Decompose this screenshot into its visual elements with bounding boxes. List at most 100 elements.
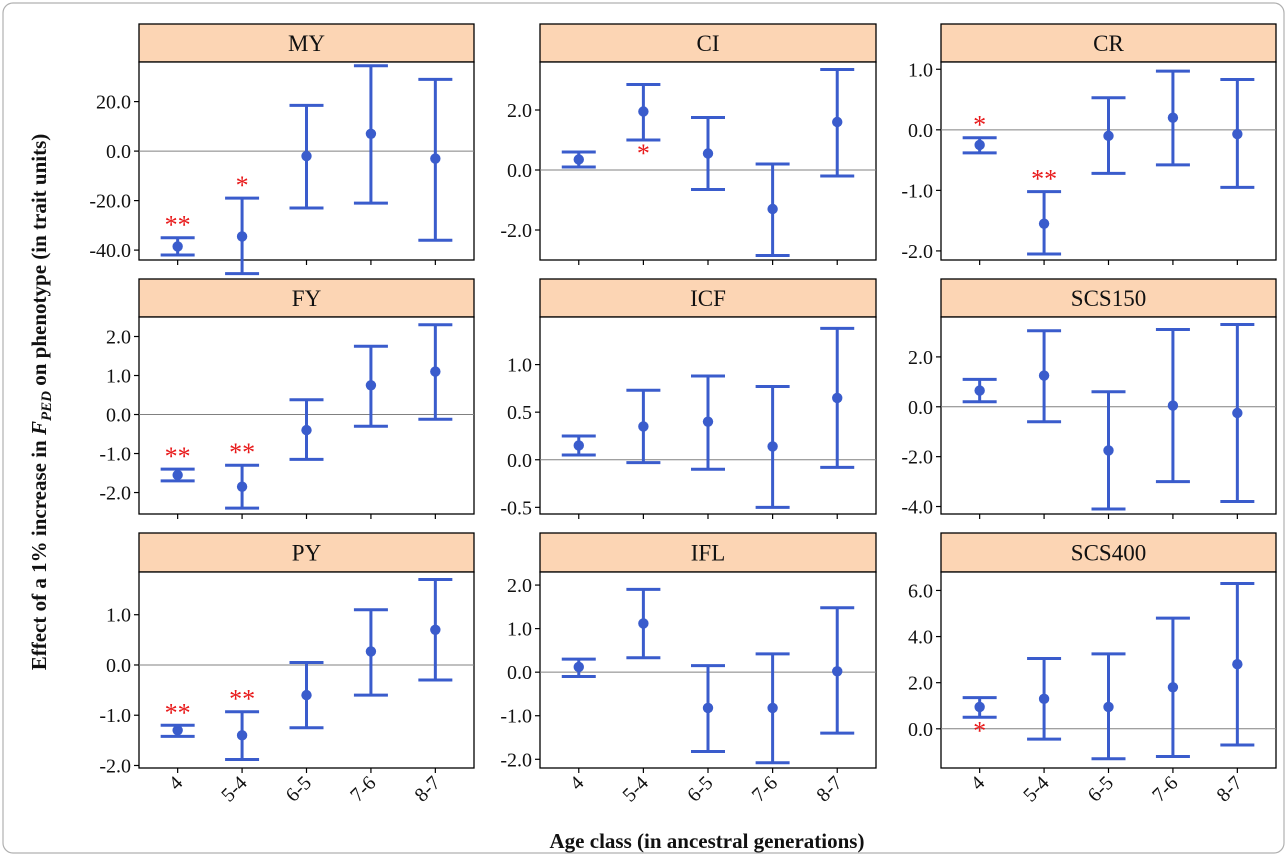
significance-marker: ** — [229, 438, 255, 467]
panel-grid: MY-40.0-20.00.020.0***CI-2.00.02.0*CR-2.… — [89, 23, 1277, 806]
point-estimate — [767, 441, 778, 452]
point-estimate — [1103, 445, 1114, 456]
y-tick-label: 4.0 — [908, 627, 933, 649]
panel-title: SCS150 — [1071, 286, 1146, 311]
y-tick-label: -2.0 — [99, 483, 131, 505]
panel-title: FY — [292, 286, 322, 311]
point-estimate — [832, 666, 843, 677]
point-estimate — [172, 725, 183, 736]
panel-strip — [138, 278, 475, 318]
significance-marker: ** — [165, 211, 191, 240]
y-tick-label: 2.0 — [908, 347, 933, 369]
panel-strip — [138, 532, 475, 573]
y-tick-label: 1.0 — [507, 355, 532, 377]
panel-py: PY-2.0-1.00.01.04 5-4 6-5 7-6 8-7** ** — [99, 532, 475, 806]
y-tick-label: -2.0 — [500, 220, 532, 242]
point-estimate — [974, 139, 985, 151]
point-estimate — [767, 702, 778, 714]
y-tick-label: 0.0 — [106, 405, 131, 427]
y-tick-label: -1.0 — [901, 180, 933, 202]
point-estimate — [1038, 693, 1050, 705]
panel-icf: ICF -0.5 0.0 0.5 1.0 — [500, 278, 877, 519]
y-tick-label: 0.0 — [106, 655, 131, 677]
point-estimate — [301, 424, 312, 436]
point-estimate — [236, 730, 248, 741]
y-tick-label: 2.0 — [507, 100, 532, 122]
y-tick-label: 2.0 — [106, 327, 131, 349]
point-estimate — [1232, 659, 1243, 670]
point-estimate — [1103, 701, 1114, 713]
point-estimate — [702, 148, 714, 159]
panel-title: IFL — [691, 541, 726, 566]
y-tick-label: -2.0 — [901, 447, 933, 469]
y-tick-label: 0.0 — [908, 719, 933, 741]
point-estimate — [638, 618, 649, 629]
point-estimate — [1167, 112, 1179, 123]
point-estimate — [702, 702, 714, 714]
y-tick-label: -20.0 — [89, 191, 131, 213]
significance-marker: ** — [165, 442, 191, 471]
significance-marker: ** — [165, 698, 191, 727]
y-tick-label: 0.0 — [507, 450, 532, 472]
point-estimate — [638, 421, 649, 432]
significance-marker: * — [973, 716, 986, 745]
y-tick-label: -0.5 — [500, 497, 532, 519]
y-tick-label: 1.0 — [106, 366, 131, 388]
y-tick-label: -1.0 — [99, 705, 131, 727]
y-tick-label: 0.0 — [507, 160, 532, 182]
point-estimate — [832, 392, 843, 404]
y-tick-label: 1.0 — [507, 619, 532, 641]
y-tick-label: -40.0 — [89, 240, 131, 262]
point-estimate — [974, 701, 985, 713]
panel-my: MY-40.0-20.00.020.0*** — [89, 23, 475, 276]
point-estimate — [1038, 218, 1050, 229]
point-estimate — [301, 150, 312, 162]
y-tick-label: -1.0 — [500, 706, 532, 728]
y-axis-label: Effect of a 1% increase in FPED on pheno… — [27, 134, 55, 671]
significance-marker: * — [973, 111, 986, 140]
y-tick-label: -2.0 — [901, 241, 933, 263]
point-estimate — [365, 380, 377, 391]
point-estimate — [365, 646, 377, 657]
y-tick-label: 20.0 — [96, 92, 131, 114]
point-estimate — [1038, 370, 1050, 381]
panel-title: PY — [292, 541, 322, 566]
y-tick-label: 2.0 — [507, 575, 532, 597]
y-tick-label: -2.0 — [500, 749, 532, 771]
point-estimate — [236, 231, 248, 242]
point-estimate — [430, 366, 441, 377]
point-estimate — [1232, 407, 1243, 419]
point-estimate — [1232, 128, 1243, 140]
point-estimate — [1167, 400, 1179, 411]
point-estimate — [974, 385, 985, 396]
significance-marker: ** — [1031, 165, 1057, 194]
panel-title: ICF — [690, 286, 726, 311]
panel-cr: CR-2.0-1.00.01.0*** — [901, 23, 1277, 265]
point-estimate — [301, 689, 312, 701]
panel-fy: FY -2.0 -1.0 0.0 1.0 2.0 ** ** — [99, 278, 475, 519]
significance-marker: * — [236, 171, 249, 200]
y-axis-label-variable: F — [27, 421, 51, 436]
point-estimate — [573, 154, 584, 165]
panel-title: MY — [288, 31, 325, 56]
panel-strip — [940, 23, 1277, 63]
panel-title: CI — [697, 31, 720, 56]
panel-scs150: SCS150 -4.0 -2.0 0.0 2.0 — [901, 278, 1277, 519]
y-axis-label-prefix: Effect of a 1% increase in — [27, 435, 51, 670]
point-estimate — [573, 661, 584, 673]
y-tick-label: 1.0 — [908, 59, 933, 81]
point-estimate — [430, 624, 441, 635]
point-estimate — [573, 440, 584, 451]
y-tick-label: -4.0 — [901, 497, 933, 519]
point-estimate — [702, 416, 714, 427]
point-estimate — [767, 203, 778, 215]
point-estimate — [172, 241, 183, 252]
y-tick-label: 0.0 — [507, 662, 532, 684]
y-tick-label: 0.0 — [908, 397, 933, 419]
significance-marker: * — [637, 139, 650, 168]
y-tick-label: 1.0 — [106, 605, 131, 627]
y-tick-label: -2.0 — [99, 755, 131, 777]
y-tick-label: 0.0 — [908, 120, 933, 142]
